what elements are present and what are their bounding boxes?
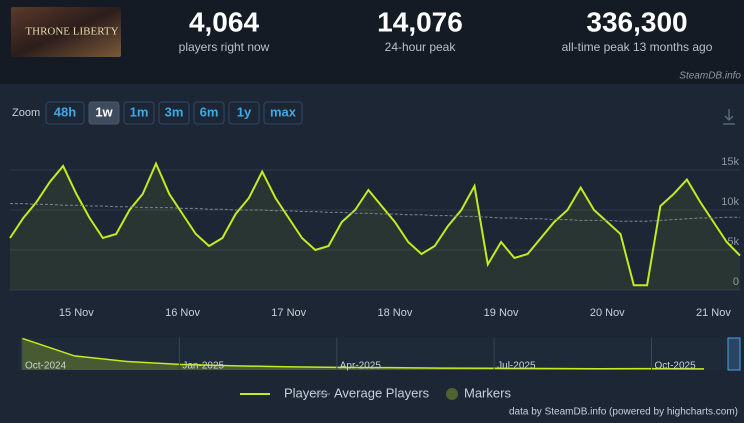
y-tick-label: 0 [733, 276, 739, 288]
zoom-button-label[interactable]: 6m [200, 104, 219, 119]
navigator-area [22, 338, 704, 370]
x-tick-label: 19 Nov [484, 307, 519, 319]
navigator-line [21, 337, 705, 370]
stat-label: players right now [179, 40, 270, 54]
logo-text: THRONE LIBERTY [25, 26, 118, 38]
x-tick-label: 21 Nov [696, 307, 731, 319]
stat-label: 24-hour peak [385, 40, 457, 54]
navigator-label: Oct-2025 [655, 361, 697, 372]
x-tick-label: 15 Nov [59, 307, 94, 319]
zoom-button[interactable] [193, 101, 225, 125]
navigator-bg [18, 338, 740, 370]
game-logo[interactable] [11, 7, 121, 57]
zoom-button[interactable] [228, 101, 260, 125]
watermark-band [0, 68, 744, 84]
average-line [10, 203, 740, 222]
legend-label[interactable]: Markers [464, 385, 511, 400]
navigator-window[interactable] [727, 337, 741, 371]
download-icon[interactable] [723, 109, 735, 125]
zoom-label: Zoom [12, 107, 40, 119]
zoom-button-label[interactable]: 48h [54, 104, 76, 119]
credits[interactable]: data by SteamDB.info (powered by highcha… [509, 407, 738, 418]
stat-label: all-time peak 13 months ago [562, 40, 713, 54]
zoom-button[interactable] [158, 101, 190, 125]
zoom-button[interactable] [45, 101, 85, 125]
navigator-label: Jan-2025 [182, 361, 224, 372]
stat-value: 336,300 [586, 6, 687, 37]
zoom-button-label[interactable]: 3m [165, 104, 184, 119]
navigator-label: Apr-2025 [340, 361, 382, 372]
stat-value: 14,076 [377, 6, 463, 37]
legend-label[interactable]: Average Players [334, 385, 430, 400]
y-tick-label: 10k [721, 196, 739, 208]
x-tick-label: 16 Nov [165, 307, 200, 319]
navigator-label: Oct-2024 [25, 361, 67, 372]
area-fill [10, 163, 740, 290]
zoom-button[interactable] [123, 101, 155, 125]
watermark: SteamDB.info [679, 71, 741, 82]
x-tick-label: 20 Nov [590, 307, 625, 319]
y-tick-label: 15k [721, 156, 739, 168]
x-tick-label: 18 Nov [377, 307, 412, 319]
zoom-button[interactable] [88, 101, 120, 125]
legend-symbol [446, 388, 458, 400]
zoom-button-label[interactable]: 1y [237, 104, 252, 119]
stat-value: 4,064 [189, 6, 259, 37]
navigator-label: Jul-2025 [497, 361, 536, 372]
zoom-button-label[interactable]: 1w [95, 104, 113, 119]
zoom-button[interactable] [263, 101, 303, 125]
legend-label[interactable]: Players [284, 385, 328, 400]
header-band [0, 0, 744, 68]
zoom-button-label[interactable]: 1m [130, 104, 149, 119]
x-tick-label: 17 Nov [271, 307, 306, 319]
zoom-button-label[interactable]: max [270, 104, 297, 119]
